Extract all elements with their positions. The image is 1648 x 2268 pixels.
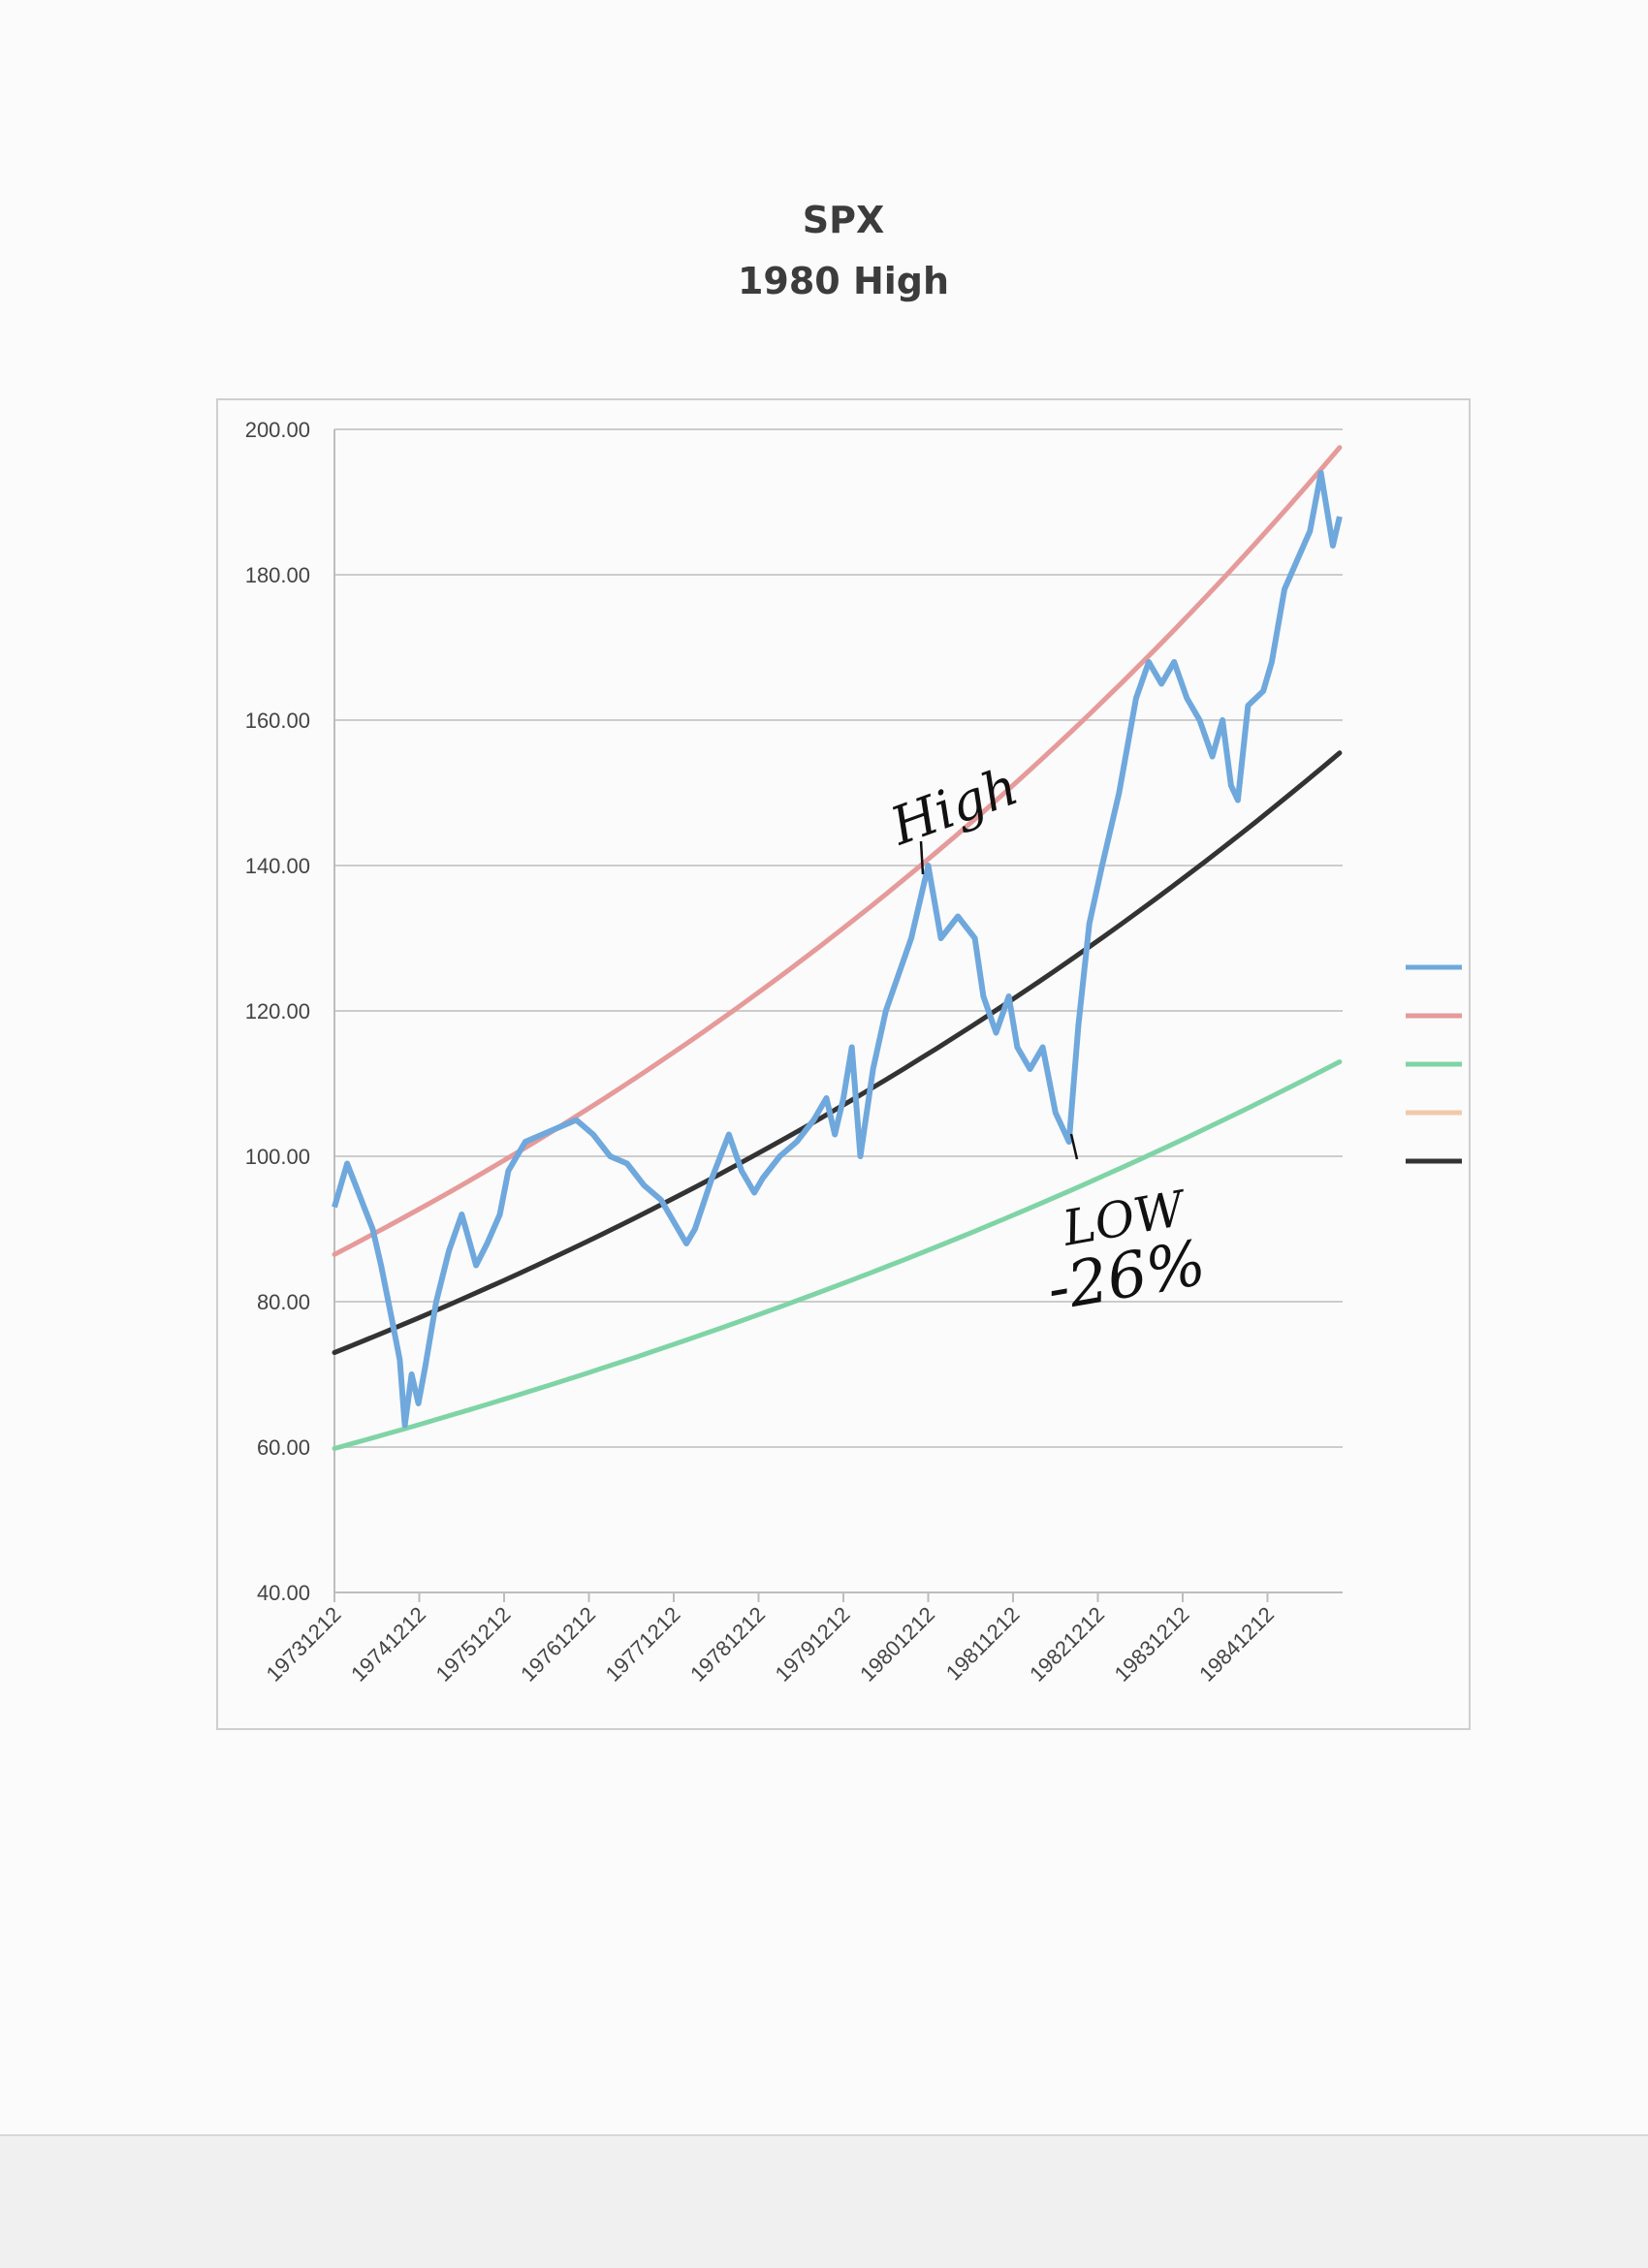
x-tick-label: 19761212 (516, 1602, 600, 1686)
legend (1406, 964, 1462, 1164)
low-marker-line (1069, 1133, 1079, 1160)
y-tick-label: 80.00 (257, 1290, 310, 1314)
x-tick-label: 19841212 (1194, 1602, 1279, 1686)
x-tick-label: 19771212 (601, 1602, 685, 1686)
y-tick-label: 100.00 (245, 1145, 310, 1169)
x-tick-label: 19821212 (1025, 1602, 1109, 1686)
x-tick-label: 19731212 (262, 1602, 346, 1686)
chart-title: SPX (802, 199, 885, 241)
x-tick-label: 19801212 (855, 1602, 939, 1686)
y-tick-label: 120.00 (245, 999, 310, 1024)
chart-area-border (216, 398, 1471, 1730)
x-tick-label: 19781212 (685, 1602, 770, 1686)
x-tick-label: 19811212 (941, 1602, 1025, 1685)
series-line-3 (332, 1059, 1343, 1451)
handwritten-annotations: High LOW -26% (882, 755, 1211, 1325)
chart-subtitle: 1980 High (737, 260, 950, 302)
y-tick-label: 140.00 (245, 854, 310, 878)
page-bottom-strip (0, 2134, 1648, 2268)
annotation-high: High (882, 755, 1026, 857)
x-tick-label: 19741212 (346, 1602, 430, 1686)
x-tick-label: 19791212 (771, 1602, 855, 1686)
series-line-4 (332, 750, 1343, 1355)
y-axis: 200.00 180.00 160.00 140.00 120.00 100.00 80.0… (245, 418, 335, 1605)
y-tick-label: 160.00 (245, 709, 310, 733)
y-tick-label: 200.00 (245, 418, 310, 442)
y-tick-label: 60.00 (257, 1435, 310, 1460)
x-tick-label: 19831212 (1110, 1602, 1194, 1686)
series-layer (332, 445, 1343, 1451)
high-marker-line (919, 840, 925, 875)
x-tick-label: 19751212 (431, 1602, 516, 1686)
series-line-1 (332, 470, 1343, 1429)
y-tick-label: 180.00 (245, 563, 310, 587)
gridlines (334, 428, 1343, 1593)
series-line-2 (332, 445, 1343, 1257)
y-tick-label: 40.00 (257, 1581, 310, 1605)
x-axis: 19731212 19741212 19751212 19761212 19771212… (262, 1591, 1343, 1686)
